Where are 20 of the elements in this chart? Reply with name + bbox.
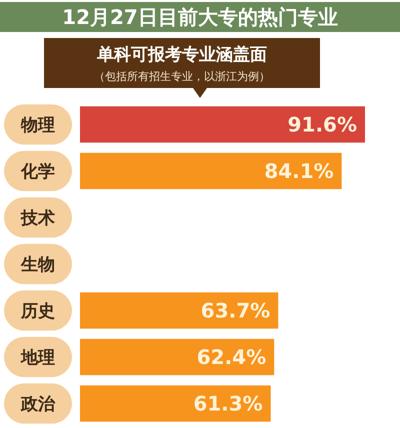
bar bbox=[80, 106, 365, 143]
y-tick-label: 政治 bbox=[20, 394, 56, 415]
data-label: 84.1% bbox=[264, 159, 334, 184]
text: 12月27日目前大专的热门专业 bbox=[62, 5, 338, 29]
data-label: 62.4% bbox=[196, 345, 266, 370]
y-tick-label: 化学 bbox=[20, 162, 55, 182]
bar bbox=[80, 292, 278, 329]
chart-subtitle: （包括所有招生专业，以浙江为例） bbox=[94, 70, 270, 83]
bar bbox=[80, 152, 342, 190]
data-label: 61.3% bbox=[193, 392, 263, 416]
data-label: 91.6% bbox=[288, 112, 357, 137]
y-tick-label: 历史 bbox=[20, 302, 55, 322]
bar bbox=[80, 338, 274, 376]
y-tick-label: 地理 bbox=[20, 348, 55, 368]
chart-title: 单科可报考专业涵盖面 bbox=[96, 44, 267, 65]
y-tick-label: 物理 bbox=[20, 116, 55, 136]
y-tick-label: 生物 bbox=[20, 255, 55, 276]
y-tick-label: 技术 bbox=[20, 208, 55, 229]
data-label: 63.7% bbox=[200, 298, 270, 323]
bar bbox=[80, 385, 271, 422]
